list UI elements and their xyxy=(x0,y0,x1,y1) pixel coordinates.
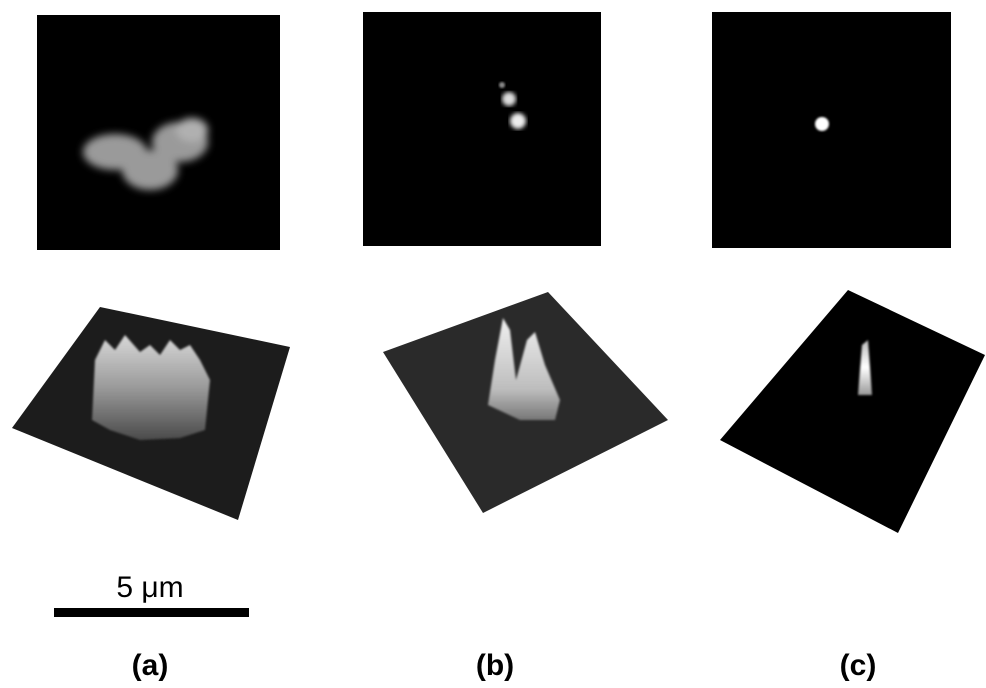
panel-label: (c) xyxy=(840,649,877,682)
panel-label: (b) xyxy=(476,649,514,682)
image-c xyxy=(712,12,951,248)
image-a xyxy=(37,15,280,250)
panel-label: (a) xyxy=(132,649,169,682)
scale-bar-label: 5 μm xyxy=(116,571,183,604)
figure: 5 μm (a) (b) (c) xyxy=(0,0,986,688)
surface-b xyxy=(383,292,668,513)
surface-c xyxy=(720,290,985,533)
scale-bar xyxy=(54,608,249,617)
surface-a xyxy=(12,307,290,520)
image-b xyxy=(363,12,601,246)
